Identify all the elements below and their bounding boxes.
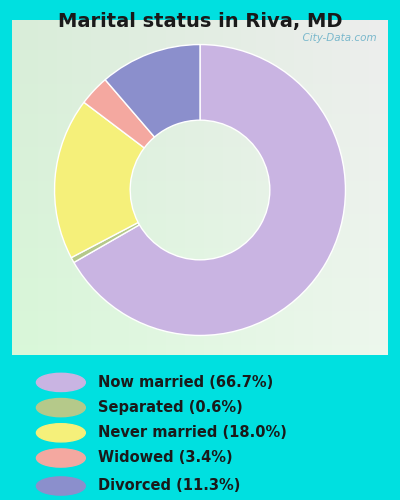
Text: Now married (66.7%): Now married (66.7%) xyxy=(98,375,274,390)
Wedge shape xyxy=(74,44,346,336)
Wedge shape xyxy=(54,102,144,258)
Circle shape xyxy=(36,398,85,416)
Circle shape xyxy=(36,374,85,392)
Text: Separated (0.6%): Separated (0.6%) xyxy=(98,400,243,415)
Text: Divorced (11.3%): Divorced (11.3%) xyxy=(98,478,241,494)
Wedge shape xyxy=(105,44,200,137)
Wedge shape xyxy=(84,80,154,148)
Circle shape xyxy=(36,424,85,442)
Wedge shape xyxy=(71,222,140,262)
Text: Marital status in Riva, MD: Marital status in Riva, MD xyxy=(58,12,342,32)
Circle shape xyxy=(36,477,85,495)
Text: Never married (18.0%): Never married (18.0%) xyxy=(98,426,287,440)
Text: Widowed (3.4%): Widowed (3.4%) xyxy=(98,450,233,466)
Circle shape xyxy=(36,449,85,467)
Text: City-Data.com: City-Data.com xyxy=(296,34,377,43)
